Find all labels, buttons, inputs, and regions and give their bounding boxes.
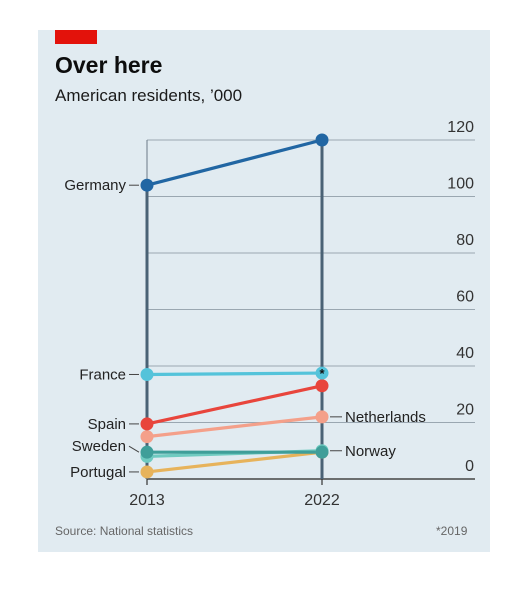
series-line-portugal (146, 450, 323, 474)
series-line-netherlands (146, 415, 323, 439)
point-netherlands-2022 (315, 410, 329, 424)
y-tick-label-60: 60 (456, 289, 474, 306)
point-germany-2022 (315, 133, 329, 147)
point-sweden-2013 (140, 445, 154, 459)
brand-tag (55, 30, 97, 44)
y-tick-label-40: 40 (456, 345, 474, 362)
chart-subtitle: American residents, ’000 (55, 86, 243, 105)
source-note: Source: National statistics (55, 524, 194, 538)
label-germany-2013: Germany (64, 177, 126, 194)
point-sweden-2022 (315, 445, 329, 459)
label-spain-2013: Spain (88, 416, 126, 433)
note-france-2022: * (319, 366, 325, 381)
point-portugal-2013 (140, 465, 154, 479)
point-spain-2022 (315, 379, 329, 393)
series-line-germany (146, 138, 323, 187)
point-germany-2013 (140, 178, 154, 192)
label-sweden-2013: Sweden (72, 438, 126, 455)
label-netherlands-2022: Netherlands (345, 409, 426, 426)
x-tick-label-2022: 2022 (304, 492, 340, 509)
label-portugal-2013: Portugal (70, 464, 126, 481)
y-tick-label-120: 120 (447, 119, 474, 136)
y-tick-label-0: 0 (465, 458, 474, 475)
chart-card (38, 30, 490, 552)
footnote: *2019 (436, 524, 468, 538)
label-connector-sweden (128, 445, 140, 453)
series-line-france (146, 371, 323, 377)
y-tick-label-20: 20 (456, 402, 474, 419)
x-tick-label-2013: 2013 (129, 492, 165, 509)
label-france-2013: France (79, 366, 126, 383)
series-line-spain (146, 384, 323, 426)
chart-title: Over here (55, 52, 163, 78)
point-spain-2013 (140, 417, 154, 431)
point-netherlands-2013 (140, 430, 154, 444)
label-norway-2022: Norway (345, 443, 396, 460)
y-tick-label-100: 100 (447, 176, 474, 193)
point-france-2022 (315, 366, 329, 380)
y-tick-label-80: 80 (456, 232, 474, 249)
point-france-2013 (140, 367, 154, 381)
